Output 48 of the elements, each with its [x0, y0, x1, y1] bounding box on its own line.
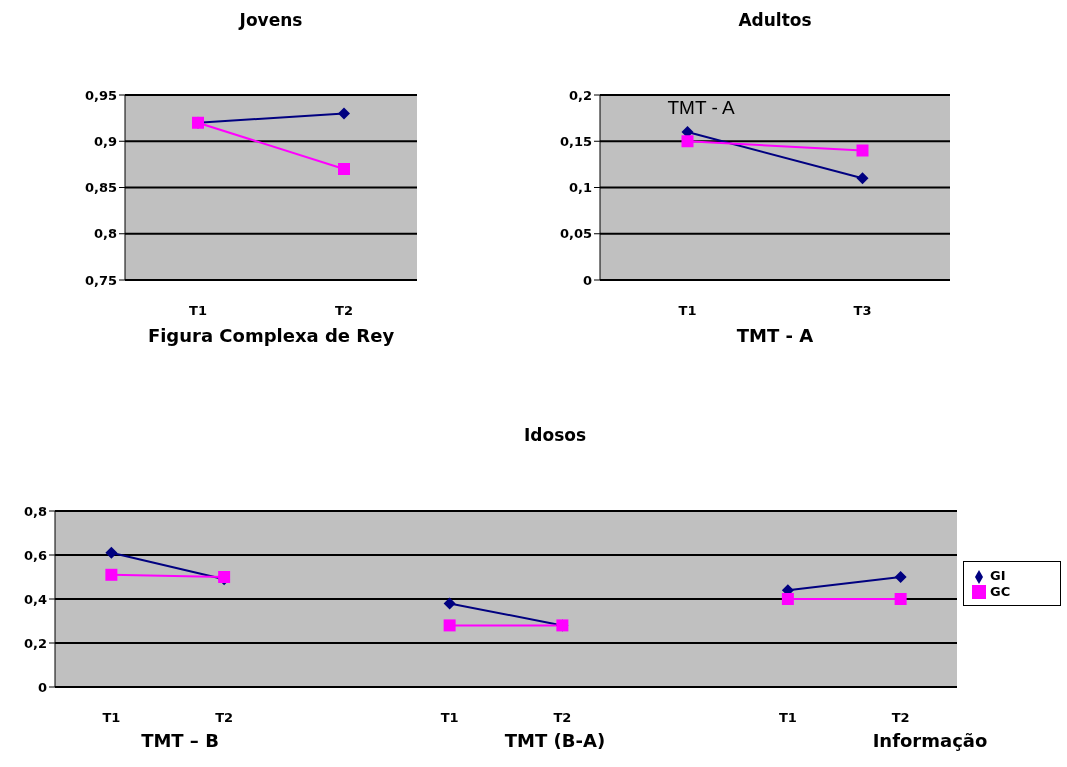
x-tick-label: T2 — [215, 710, 234, 726]
y-tick-label: 0,8 — [23, 503, 47, 519]
y-tick-label: 0,05 — [559, 226, 592, 242]
point — [105, 546, 118, 559]
y-tick-label: 0,6 — [23, 547, 47, 563]
x-tick-label: T3 — [853, 303, 872, 319]
y-tick-label: 0,95 — [84, 87, 117, 103]
y-tick-label: 0,75 — [84, 272, 117, 288]
x-tick-label: T2 — [335, 303, 353, 319]
x-tick-label: T1 — [102, 710, 121, 726]
y-tick-label: 0,1 — [568, 180, 592, 196]
point — [856, 144, 869, 157]
chart-title: Idosos — [522, 425, 588, 445]
x-tick-label: T2 — [891, 710, 910, 726]
legend-label: GI — [990, 568, 1006, 583]
y-tick-label: 0,8 — [93, 226, 117, 242]
chart-title: Adultos — [737, 10, 813, 30]
point — [856, 172, 869, 185]
x-tick-label: T1 — [678, 303, 697, 319]
y-tick-label: 0,9 — [93, 133, 117, 149]
chart-title: Jovens — [237, 10, 304, 30]
point — [681, 135, 694, 148]
point — [338, 107, 350, 120]
x-tick-label: T1 — [189, 303, 207, 319]
text: TMT – B — [140, 730, 220, 751]
text: TMT (B-A) — [503, 730, 607, 751]
text: Informação — [871, 730, 989, 751]
x-axis-title: Figura Complexa de Rey — [147, 325, 395, 346]
y-tick-label: 0 — [37, 679, 47, 695]
y-tick-label: 0,85 — [84, 180, 117, 196]
y-tick-label: 0,2 — [23, 635, 47, 651]
x-tick-label: T2 — [553, 710, 572, 726]
point — [894, 593, 907, 605]
point — [894, 571, 907, 583]
x-tick-label: T1 — [778, 710, 797, 726]
point — [338, 163, 350, 175]
y-tick-label: 0,2 — [568, 87, 592, 103]
y-tick-label: 0,4 — [23, 591, 47, 607]
annotation: TMT - A — [667, 97, 735, 119]
point — [443, 619, 456, 632]
x-tick-label: T1 — [440, 710, 459, 726]
x-axis-title: TMT - A — [736, 325, 814, 346]
point — [105, 568, 118, 581]
point — [781, 593, 794, 605]
point — [443, 597, 456, 610]
legend-label: GC — [990, 583, 1011, 599]
y-tick-label: 0 — [582, 272, 592, 288]
y-tick-label: 0,15 — [559, 133, 592, 149]
